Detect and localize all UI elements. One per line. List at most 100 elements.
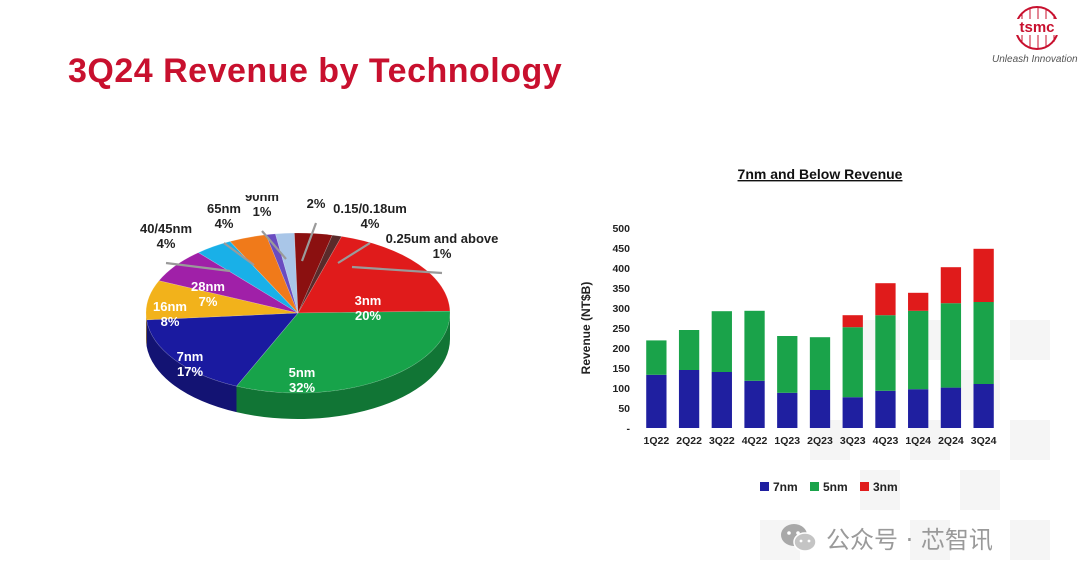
x-tick-label: 4Q22 (742, 435, 768, 447)
bar-chart-title: 7nm and Below Revenue (738, 166, 903, 182)
y-axis-label: Revenue (NT$B) (579, 282, 593, 375)
pie-slice-40-45nm (197, 241, 299, 314)
x-tick-label: 1Q24 (905, 435, 931, 447)
bar-3nm-3q23 (842, 315, 863, 328)
pie-leader-0-25um-and-above (351, 265, 443, 275)
x-tick-label: 2Q23 (807, 435, 833, 447)
y-tick-label: 450 (612, 243, 630, 255)
bar-5nm-4q23 (875, 315, 896, 391)
pie-value-7nm: 17% (177, 364, 203, 379)
y-tick-label: 400 (612, 263, 630, 275)
pie-value-0-11-0-13um: 2% (307, 196, 326, 211)
watermark-text: 公众号 · 芯智讯 (826, 526, 993, 554)
pie-label-90nm: 90nm (245, 195, 279, 204)
pie-slice-5nm (235, 310, 451, 394)
pie-label-40-45nm: 40/45nm (140, 221, 192, 236)
x-tick-label: 3Q24 (971, 435, 997, 447)
pie-side-5nm (236, 313, 450, 419)
bar-5nm-2q24 (940, 303, 962, 388)
bar-5nm-1q24 (908, 310, 929, 390)
legend-swatch-7nm (760, 482, 769, 491)
tagline: Unleash Innovation (992, 54, 1078, 65)
pie-value-0-15-0-18um: 4% (361, 216, 380, 231)
pie-value-40-45nm: 4% (157, 236, 176, 251)
y-tick-label: 350 (612, 283, 630, 295)
y-tick-label: 200 (612, 343, 630, 355)
y-tick-label: 500 (612, 223, 630, 235)
pie-value-3nm: 20% (355, 308, 381, 323)
x-tick-label: 1Q23 (774, 435, 800, 447)
pie-label-0-11-0-13um: 0.11/0.13um (280, 195, 353, 196)
pie-side-7nm (146, 319, 237, 413)
bar-7nm-3q23 (842, 397, 863, 428)
pie-value-5nm: 32% (289, 380, 315, 395)
legend-swatch-5nm (810, 482, 819, 491)
pie-leader-0-15-0-18um (337, 242, 371, 264)
tsmc-logo: tsmc (1010, 6, 1064, 50)
x-tick-label: 1Q22 (644, 435, 670, 447)
bar-7nm-1q23 (777, 392, 798, 428)
pie-value-0-25um-and-above: 1% (433, 246, 452, 261)
watermark: 公众号 · 芯智讯 (780, 520, 993, 555)
pie-leader-0-11-0-13um (300, 222, 318, 262)
pie-label-0-25um-and-above: 0.25um and above (386, 231, 499, 246)
pie-leader-90nm (261, 230, 287, 260)
pie-label-65nm: 65nm (207, 201, 241, 216)
pie-label-3nm: 3nm (355, 293, 382, 308)
x-tick-label: 2Q22 (676, 435, 702, 447)
y-tick-label: 150 (612, 363, 630, 375)
legend-label-3nm: 3nm (873, 480, 898, 494)
pie-label-16nm: 16nm (153, 299, 187, 314)
bar-5nm-3q24 (973, 302, 994, 384)
y-tick-label: 250 (612, 323, 630, 335)
pie-side-16nm (146, 313, 147, 346)
pie-value-28nm: 7% (199, 294, 218, 309)
x-tick-label: 2Q24 (938, 435, 964, 447)
bar-7nm-2q24 (940, 387, 962, 428)
pie-label-5nm: 5nm (289, 365, 316, 380)
bar-7nm-3q22 (711, 372, 732, 428)
bar-7nm-1q24 (908, 389, 929, 428)
x-tick-label: 3Q22 (709, 435, 735, 447)
revenue-stacked-bar-chart: 7nm and Below Revenue - 50 100 150 200 250 300 3… (579, 166, 997, 494)
pie-value-90nm: 1% (253, 204, 272, 219)
y-tick-label: - (627, 423, 631, 435)
bar-3nm-4q23 (875, 283, 896, 316)
pie-label-7nm: 7nm (177, 349, 204, 364)
pie-leader-65nm (223, 242, 255, 266)
bar-5nm-1q22 (646, 340, 667, 375)
bar-5nm-3q22 (711, 311, 732, 372)
bar-5nm-2q23 (809, 337, 831, 390)
pie-slice-7nm (146, 312, 299, 387)
y-tick-label: 100 (612, 383, 630, 395)
legend-label-5nm: 5nm (823, 480, 848, 494)
wechat-icon (781, 523, 817, 552)
bar-7nm-2q22 (678, 370, 700, 428)
legend-swatch-3nm (860, 482, 869, 491)
bar-5nm-2q22 (678, 330, 700, 370)
technology-pie-chart: 3nm20%5nm32%7nm17%16nm8%28nm7%40/45nm4%6… (140, 195, 499, 419)
bar-3nm-3q24 (973, 248, 994, 302)
slide-title: 3Q24 Revenue by Technology (68, 52, 563, 90)
x-tick-label: 4Q23 (873, 435, 899, 447)
pie-value-65nm: 4% (215, 216, 234, 231)
bar-7nm-4q22 (744, 380, 765, 428)
legend-label-7nm: 7nm (773, 480, 798, 494)
pie-value-16nm: 8% (161, 314, 180, 329)
bar-7nm-2q23 (809, 390, 831, 428)
bar-7nm-3q24 (973, 384, 994, 428)
pie-slice-0-25um-and-above (297, 234, 343, 314)
pie-slice-28nm (158, 252, 299, 314)
bar-5nm-1q23 (777, 336, 798, 393)
pie-label-0-15-0-18um: 0.15/0.18um (333, 201, 407, 216)
y-tick-label: 300 (612, 303, 630, 315)
pie-leader-40-45nm (165, 261, 231, 273)
pie-label-28nm: 28nm (191, 279, 225, 294)
pie-slice-16nm (145, 280, 299, 321)
bar-7nm-4q23 (875, 390, 896, 428)
x-tick-label: 3Q23 (840, 435, 866, 447)
bar-3nm-1q24 (908, 292, 929, 311)
bar-5nm-3q23 (842, 327, 863, 398)
bar-5nm-4q22 (744, 310, 765, 381)
